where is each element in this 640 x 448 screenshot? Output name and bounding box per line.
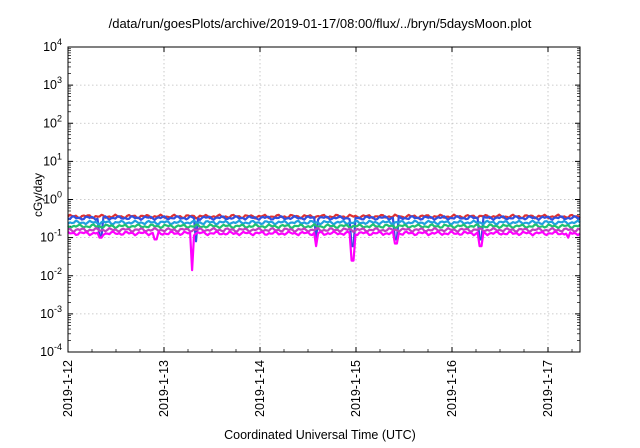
y-tick-label: 100 [43, 190, 62, 207]
y-tick-label: 101 [43, 151, 62, 168]
x-tick-label: 2019-1-14 [253, 360, 267, 417]
y-tick-label: 10-4 [40, 342, 62, 359]
y-tick-label: 104 [43, 37, 62, 54]
y-tick-label: 10-2 [40, 266, 62, 283]
y-tick-label: 10-3 [40, 304, 62, 321]
series-line [67, 226, 581, 234]
x-tick-label: 2019-1-16 [445, 360, 459, 417]
series-line [67, 230, 581, 272]
series-line [67, 214, 581, 248]
y-tick-label: 10-1 [40, 228, 62, 245]
series-line [67, 213, 581, 220]
y-tick-label: 103 [43, 75, 62, 92]
x-tick-label: 2019-1-13 [157, 360, 171, 417]
x-axis-label: Coordinated Universal Time (UTC) [224, 428, 416, 442]
x-tick-label: 2019-1-17 [541, 360, 555, 417]
series-line [67, 223, 581, 230]
y-tick-label: 102 [43, 113, 62, 130]
series-line [67, 219, 581, 226]
plot-frame [67, 46, 581, 353]
x-tick-label: 2019-1-12 [61, 360, 75, 417]
x-tick-label: 2019-1-15 [349, 360, 363, 417]
chart-title: /data/run/goesPlots/archive/2019-01-17/0… [108, 16, 532, 31]
